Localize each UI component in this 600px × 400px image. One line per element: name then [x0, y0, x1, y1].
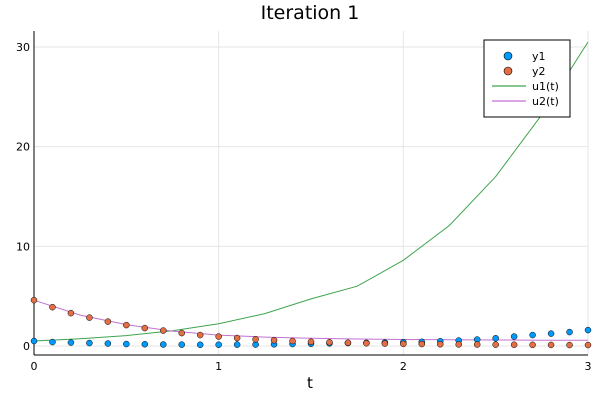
point-y2 — [473, 341, 481, 348]
point-y2 — [455, 341, 462, 348]
point-y2 — [289, 337, 296, 345]
point-y2 — [344, 339, 352, 346]
point-y2 — [141, 324, 149, 332]
plot-area — [30, 41, 592, 349]
legend: y1 y2 u1(t) u2(t) — [483, 39, 571, 118]
point-y1 — [492, 335, 499, 342]
y-tick-label: 10 — [16, 240, 30, 253]
point-y1 — [160, 341, 167, 348]
point-y1 — [141, 340, 149, 348]
point-y1 — [49, 338, 56, 346]
point-y1 — [67, 339, 75, 346]
point-y1 — [584, 326, 592, 334]
legend-marker-y2 — [503, 66, 513, 76]
point-y1 — [86, 339, 93, 347]
point-y1 — [215, 341, 222, 348]
point-y2 — [123, 321, 130, 329]
point-y2 — [510, 341, 518, 348]
x-tick-label: 1 — [215, 360, 222, 373]
legend-box — [483, 39, 571, 118]
legend-label: u2(t) — [532, 95, 559, 108]
point-y2 — [400, 340, 407, 348]
point-y2 — [584, 341, 592, 349]
legend-label: u1(t) — [532, 80, 559, 93]
point-y2 — [326, 338, 333, 346]
x-axis-label: t — [307, 374, 313, 392]
point-y2 — [547, 341, 555, 349]
legend-label: y1 — [532, 50, 546, 63]
point-y2 — [233, 334, 241, 342]
y-tick-label: 0 — [23, 340, 30, 353]
point-y1 — [123, 340, 130, 348]
point-y2 — [160, 327, 167, 334]
point-y1 — [30, 337, 38, 345]
point-y2 — [381, 340, 389, 347]
point-y2 — [492, 341, 499, 348]
point-y2 — [196, 331, 204, 339]
legend-label: y2 — [532, 65, 546, 78]
point-y1 — [104, 340, 112, 347]
point-y2 — [529, 341, 536, 349]
point-y2 — [178, 329, 185, 337]
y-tick-label: 30 — [16, 41, 30, 54]
legend-marker-y1 — [503, 51, 513, 61]
point-y2 — [215, 333, 222, 340]
series-line-u1t — [33, 41, 589, 342]
point-y2 — [252, 335, 259, 343]
point-y1 — [566, 328, 573, 336]
chart-title: Iteration 1 — [261, 2, 360, 24]
point-y2 — [363, 339, 370, 347]
point-y2 — [307, 338, 315, 345]
point-y1 — [178, 341, 185, 348]
point-y1 — [196, 341, 204, 348]
x-tick-label: 0 — [31, 360, 38, 373]
point-y1 — [529, 331, 536, 339]
point-y2 — [30, 296, 38, 304]
point-y2 — [104, 318, 112, 325]
point-y2 — [67, 309, 75, 317]
point-y1 — [233, 341, 241, 348]
x-tick-label: 2 — [400, 360, 407, 373]
point-y2 — [566, 341, 573, 349]
point-y2 — [418, 340, 426, 348]
x-tick-label: 3 — [585, 360, 592, 373]
point-y2 — [437, 340, 444, 348]
series-line-u2t — [33, 299, 589, 341]
y-tick-label: 20 — [16, 141, 30, 154]
point-y1 — [510, 333, 518, 340]
point-y2 — [270, 336, 278, 344]
point-y2 — [49, 303, 56, 311]
point-y1 — [547, 330, 555, 337]
point-y2 — [86, 314, 93, 321]
